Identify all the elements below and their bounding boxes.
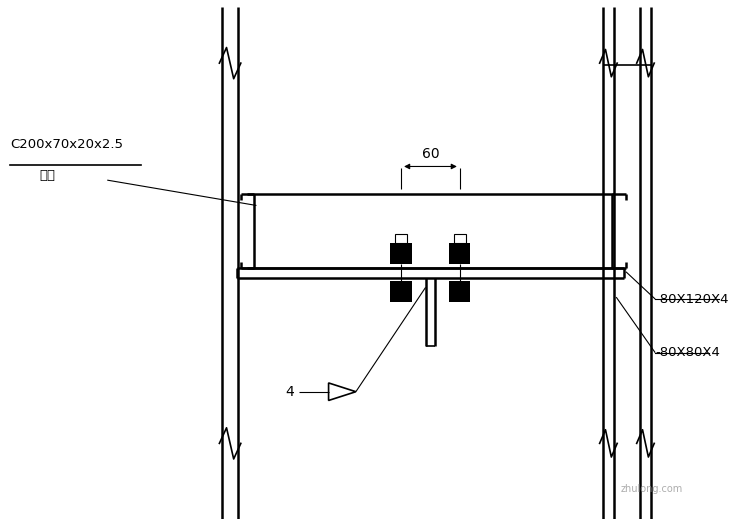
Bar bbox=[454, 234, 465, 242]
Text: zhulong.com: zhulong.com bbox=[620, 484, 682, 494]
Bar bbox=[391, 280, 412, 302]
Text: 墙梁: 墙梁 bbox=[39, 169, 55, 182]
Bar bbox=[396, 234, 407, 242]
Bar bbox=[449, 242, 471, 264]
Text: -80X120X4: -80X120X4 bbox=[655, 292, 728, 306]
Text: 60: 60 bbox=[422, 147, 439, 160]
Bar bbox=[391, 242, 412, 264]
Text: -80X80X4: -80X80X4 bbox=[655, 346, 720, 359]
Text: 4: 4 bbox=[286, 385, 294, 399]
Bar bbox=[449, 280, 471, 302]
Text: C200x70x20x2.5: C200x70x20x2.5 bbox=[10, 138, 123, 151]
